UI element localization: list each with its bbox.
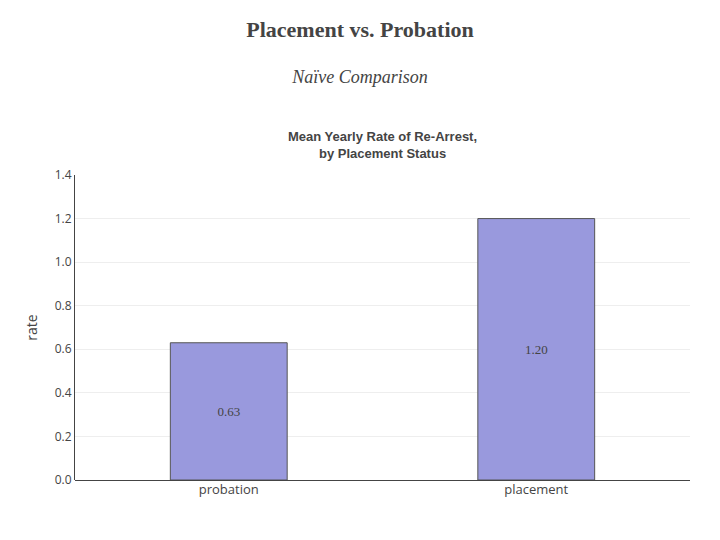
svg-text:1.0: 1.0	[55, 253, 72, 270]
svg-text:1.20: 1.20	[525, 342, 548, 357]
svg-text:Mean Yearly Rate of Re-Arrest,: Mean Yearly Rate of Re-Arrest,by Placeme…	[288, 129, 477, 161]
svg-text:placement: placement	[504, 480, 568, 498]
svg-text:Placement vs. Probation: Placement vs. Probation	[246, 17, 474, 42]
svg-text:0.63: 0.63	[217, 404, 240, 419]
svg-text:0.0: 0.0	[55, 471, 72, 488]
svg-text:1.2: 1.2	[55, 210, 72, 227]
svg-text:0.4: 0.4	[55, 384, 72, 401]
svg-text:probation: probation	[199, 480, 259, 498]
svg-text:0.2: 0.2	[55, 428, 72, 445]
svg-text:rate: rate	[22, 314, 41, 340]
svg-text:1.4: 1.4	[55, 166, 72, 183]
svg-text:Naïve Comparison: Naïve Comparison	[291, 67, 428, 87]
svg-text:0.6: 0.6	[55, 340, 72, 357]
svg-text:0.8: 0.8	[55, 297, 72, 314]
